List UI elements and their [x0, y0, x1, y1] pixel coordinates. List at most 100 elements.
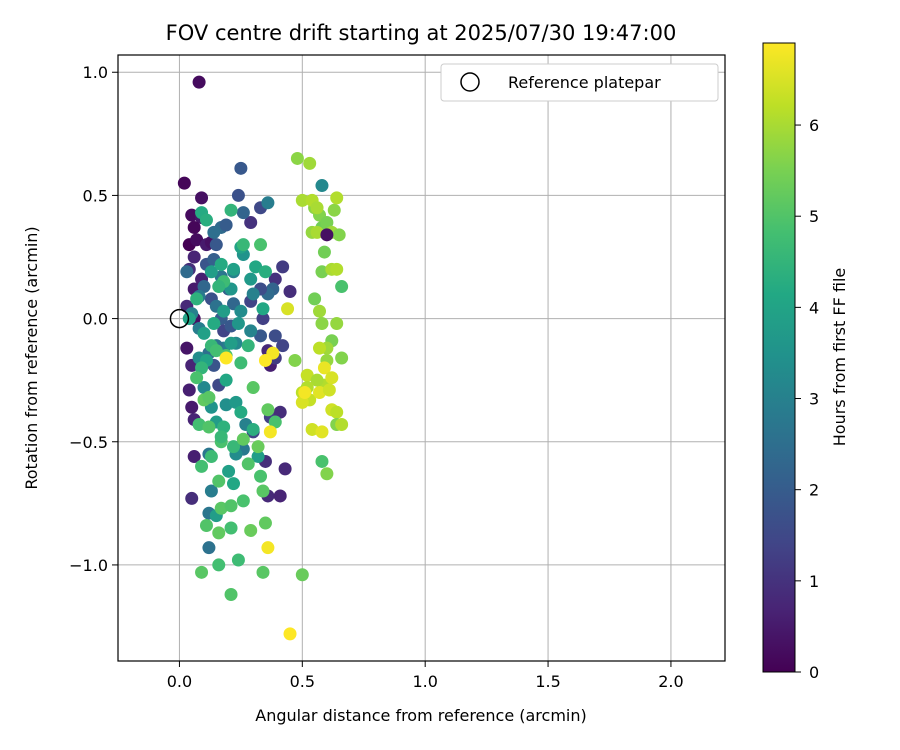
- data-point: [234, 405, 248, 419]
- data-point: [295, 193, 309, 207]
- data-point: [187, 250, 201, 264]
- data-point: [185, 400, 199, 414]
- y-tick-label: 1.0: [83, 63, 108, 82]
- data-point: [195, 459, 209, 473]
- data-point: [327, 203, 341, 217]
- data-point: [335, 418, 349, 432]
- y-tick-label: 0.0: [83, 310, 108, 329]
- data-point: [212, 280, 226, 294]
- colorbar-label: Hours from first FF file: [830, 268, 849, 447]
- data-point: [204, 484, 218, 498]
- colorbar-tick-label: 4: [809, 298, 819, 317]
- data-point: [320, 216, 334, 230]
- data-point: [195, 565, 209, 579]
- y-tick-label: −0.5: [69, 433, 108, 452]
- data-point: [315, 454, 329, 468]
- data-point: [330, 191, 344, 205]
- data-point: [212, 558, 226, 572]
- colorbar-tick-label: 6: [809, 116, 819, 135]
- data-point: [258, 353, 272, 367]
- data-point: [320, 467, 334, 481]
- legend: Reference platepar: [440, 63, 719, 102]
- data-point: [234, 356, 248, 370]
- data-point: [300, 368, 314, 382]
- data-point: [197, 326, 211, 340]
- data-point: [246, 381, 260, 395]
- data-point: [219, 218, 233, 232]
- data-point: [288, 353, 302, 367]
- data-point: [261, 541, 275, 555]
- data-point: [283, 284, 297, 298]
- data-point: [180, 341, 194, 355]
- data-point: [187, 220, 201, 234]
- data-point: [195, 361, 209, 375]
- data-point: [236, 432, 250, 446]
- colorbar-gradient: [762, 42, 796, 673]
- data-point: [258, 265, 272, 279]
- data-point: [209, 344, 223, 358]
- data-point: [229, 395, 243, 409]
- data-point: [315, 265, 329, 279]
- data-point: [182, 383, 196, 397]
- data-point: [227, 262, 241, 276]
- colorbar-tick-label: 1: [809, 572, 819, 591]
- data-point: [246, 422, 260, 436]
- data-point: [244, 272, 258, 286]
- colorbar-ticks: 0 1 2 3 4 5 6: [795, 116, 819, 682]
- data-point: [199, 519, 213, 533]
- y-tick-label: 0.5: [83, 186, 108, 205]
- data-point: [246, 287, 260, 301]
- data-point: [298, 385, 312, 399]
- data-point: [214, 501, 228, 515]
- data-point: [315, 179, 329, 193]
- data-point: [207, 317, 221, 331]
- data-point: [224, 336, 238, 350]
- data-point: [219, 373, 233, 387]
- data-point: [180, 265, 194, 279]
- data-point: [256, 302, 270, 316]
- data-point: [197, 280, 211, 294]
- data-point: [310, 225, 324, 239]
- data-point: [263, 425, 277, 439]
- data-point: [185, 208, 199, 222]
- data-point: [268, 272, 282, 286]
- data-point: [214, 430, 228, 444]
- data-point: [276, 339, 290, 353]
- data-point: [254, 329, 268, 343]
- data-point: [335, 351, 349, 365]
- data-point: [256, 484, 270, 498]
- x-axis-ticks: 0.0 0.5 1.0 1.5 2.0: [167, 661, 684, 691]
- data-point: [261, 196, 275, 210]
- data-point: [261, 403, 275, 417]
- chart-title: FOV centre drift starting at 2025/07/30 …: [166, 21, 677, 45]
- data-point: [204, 450, 218, 464]
- data-point: [236, 238, 250, 252]
- data-point: [251, 440, 265, 454]
- data-point: [256, 565, 270, 579]
- data-point: [310, 201, 324, 215]
- data-point: [295, 395, 309, 409]
- data-point: [222, 464, 236, 478]
- data-point: [254, 469, 268, 483]
- data-point: [310, 373, 324, 387]
- x-tick-label: 0.0: [167, 672, 192, 691]
- data-point: [308, 292, 322, 306]
- data-point: [209, 238, 223, 252]
- data-point: [256, 312, 270, 326]
- data-point: [320, 228, 334, 242]
- data-point: [217, 420, 231, 434]
- data-point: [187, 450, 201, 464]
- data-point: [227, 477, 241, 491]
- data-point: [317, 245, 331, 259]
- data-point: [315, 317, 329, 331]
- legend-label: Reference platepar: [508, 73, 661, 92]
- data-point: [244, 523, 258, 537]
- data-point: [195, 191, 209, 205]
- data-point: [244, 216, 258, 230]
- data-point: [202, 541, 216, 555]
- data-point: [231, 553, 245, 567]
- data-point: [268, 415, 282, 429]
- legend-open-circle-icon: [460, 72, 480, 92]
- data-point: [202, 420, 216, 434]
